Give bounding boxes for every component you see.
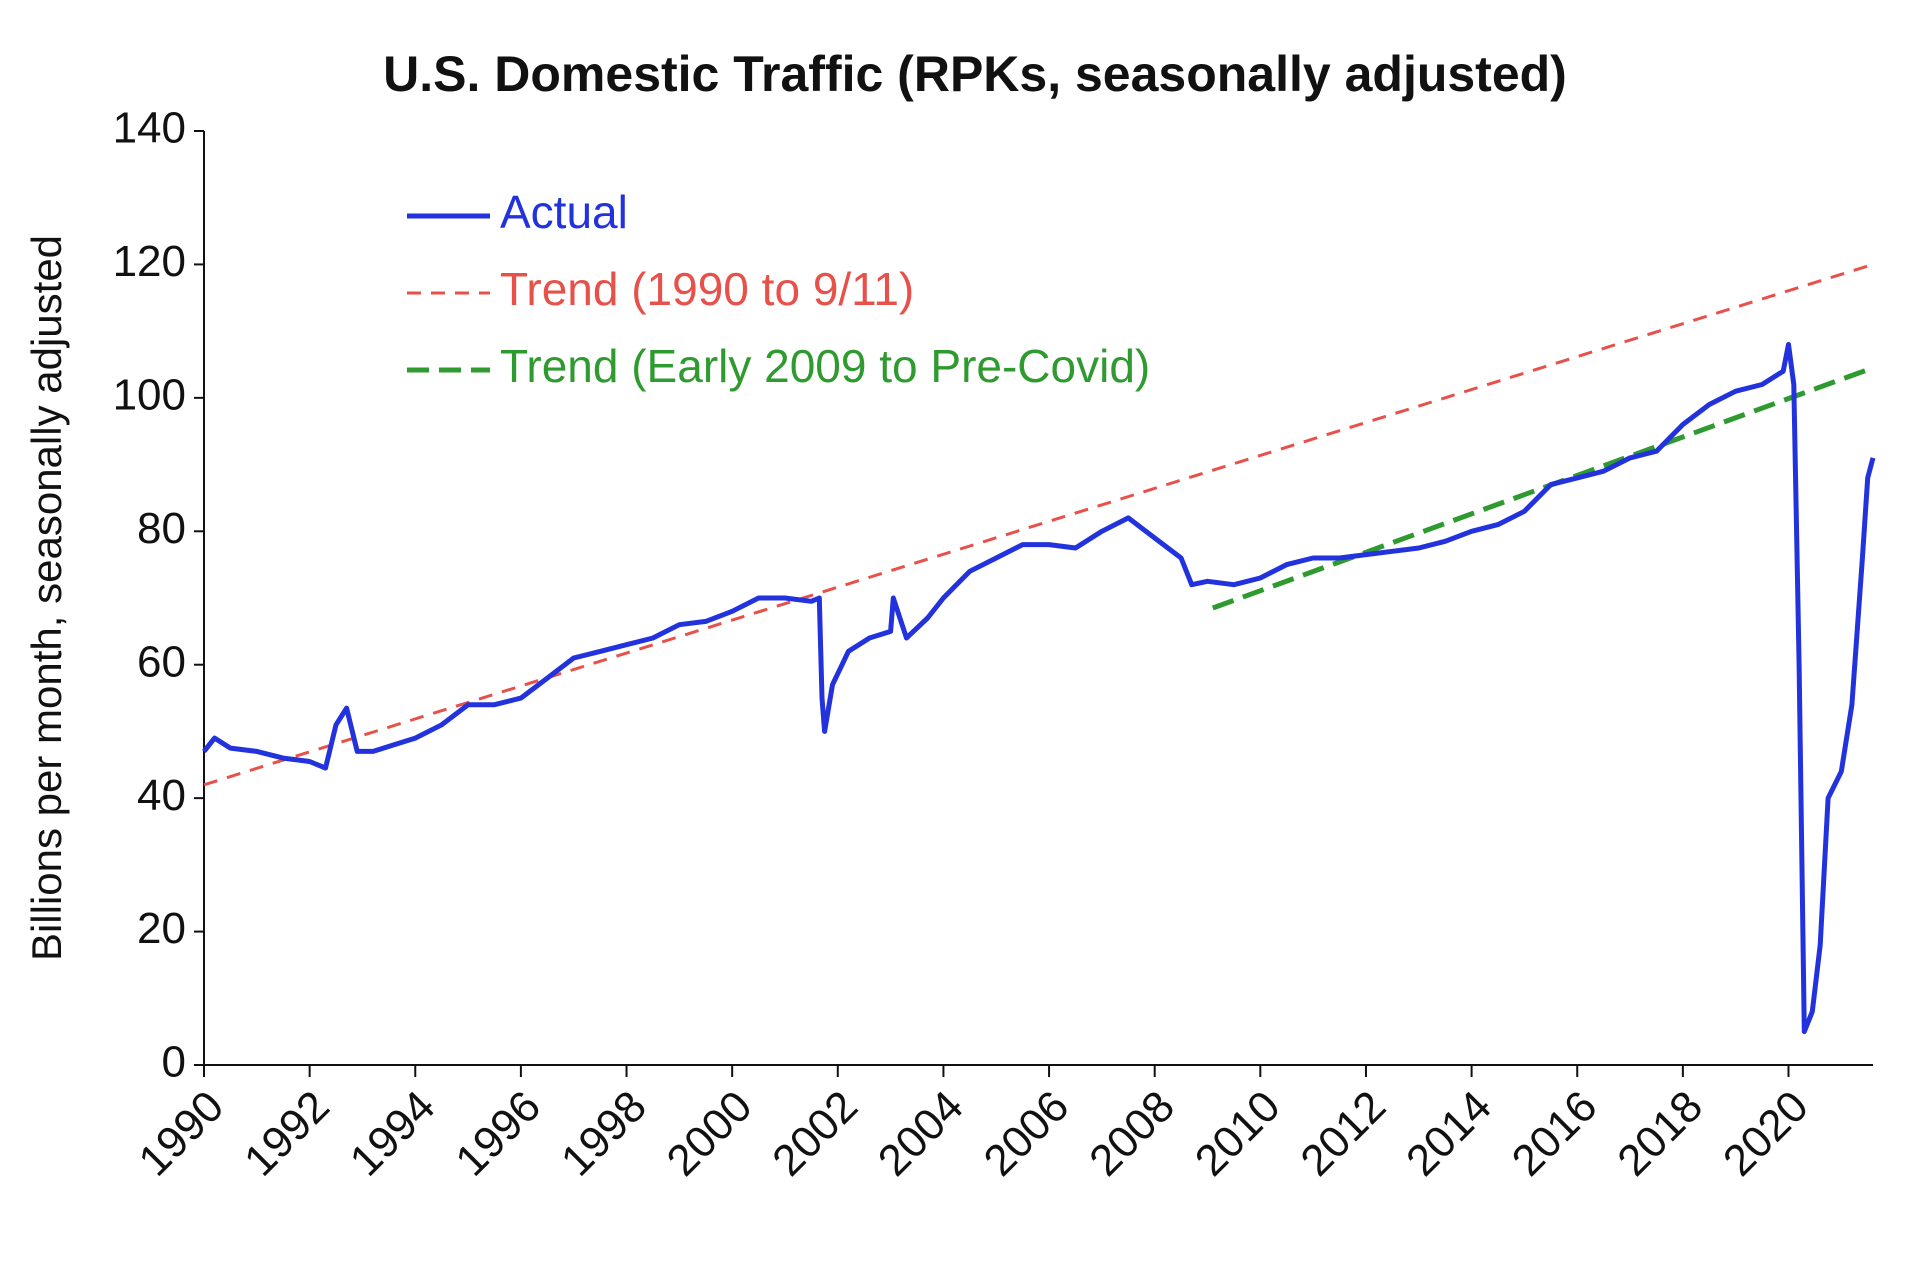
x-tick-label: 2010 — [1186, 1082, 1290, 1186]
x-tick-label: 2016 — [1503, 1082, 1607, 1186]
y-tick-label: 20 — [137, 904, 186, 953]
x-tick-label: 1992 — [235, 1082, 339, 1186]
x-tick-label: 1990 — [129, 1082, 233, 1186]
x-tick-label: 1994 — [341, 1082, 445, 1186]
chart-title: U.S. Domestic Traffic (RPKs, seasonally … — [383, 46, 1567, 102]
x-tick-label: 1998 — [552, 1082, 656, 1186]
x-tick-label: 2000 — [658, 1082, 762, 1186]
x-tick-label: 2004 — [869, 1082, 973, 1186]
y-tick-label: 80 — [137, 504, 186, 553]
legend-label: Trend (Early 2009 to Pre-Covid) — [500, 340, 1150, 392]
x-tick-label: 1996 — [446, 1082, 550, 1186]
legend-label: Actual — [500, 186, 628, 238]
y-tick-label: 120 — [113, 237, 186, 286]
series-line — [203, 262, 1874, 787]
x-tick-label: 2002 — [763, 1082, 867, 1186]
x-tick-label: 2014 — [1397, 1082, 1501, 1186]
y-tick-label: 140 — [113, 104, 186, 153]
y-axis-label: Billions per month, seasonally adjusted — [23, 235, 70, 961]
y-tick-label: 0 — [162, 1038, 186, 1087]
x-tick-label: 2006 — [974, 1082, 1078, 1186]
x-tick-label: 2018 — [1608, 1082, 1712, 1186]
legend-label: Trend (1990 to 9/11) — [500, 263, 914, 315]
x-tick-label: 2020 — [1714, 1082, 1818, 1186]
x-tick-label: 2012 — [1291, 1082, 1395, 1186]
series-line — [1211, 365, 1874, 611]
series-line — [202, 342, 1876, 1035]
y-tick-label: 60 — [137, 637, 186, 686]
y-tick-label: 40 — [137, 771, 186, 820]
y-tick-label: 100 — [113, 370, 186, 419]
x-tick-label: 2008 — [1080, 1082, 1184, 1186]
